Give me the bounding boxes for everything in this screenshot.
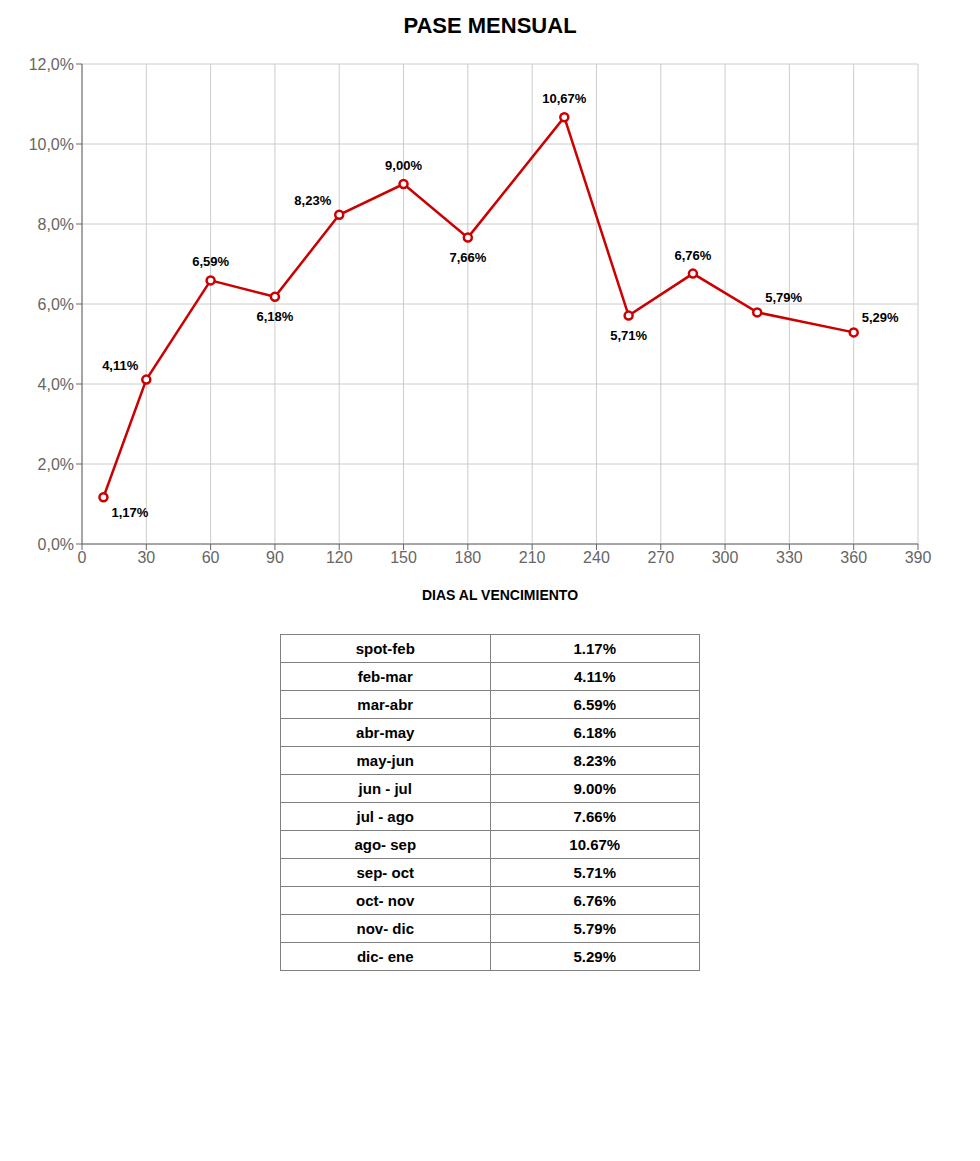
html-text:jun - jul: jun - jul <box>358 780 412 797</box>
html-text:nov- dic: nov- dic <box>356 920 414 937</box>
html-text:5.71%: 5.71% <box>573 864 616 881</box>
svg-text:180: 180 <box>454 549 481 566</box>
svg-text:6,59%: 6,59% <box>192 254 229 269</box>
svg-text:90: 90 <box>266 549 284 566</box>
html-text:jul - ago: jul - ago <box>356 808 414 825</box>
html-text:PASE MENSUAL: PASE MENSUAL <box>403 13 577 38</box>
html-text:5.79%: 5.79% <box>573 920 616 937</box>
svg-text:9,00%: 9,00% <box>385 158 422 173</box>
svg-text:300: 300 <box>712 549 739 566</box>
html-text:6.76%: 6.76% <box>573 892 616 909</box>
html-text:10.67%: 10.67% <box>569 836 621 853</box>
svg-text:6,18%: 6,18% <box>256 309 293 324</box>
svg-text:30: 30 <box>137 549 155 566</box>
svg-text:6,0%: 6,0% <box>38 296 74 313</box>
svg-text:0,0%: 0,0% <box>38 536 74 553</box>
html-text:6.59%: 6.59% <box>573 696 616 713</box>
svg-text:0: 0 <box>78 549 87 566</box>
html-text:5.29%: 5.29% <box>573 948 616 965</box>
html-text:mar-abr: mar-abr <box>357 696 414 713</box>
html-text:abr-may: abr-may <box>356 724 415 741</box>
svg-text:390: 390 <box>905 549 932 566</box>
svg-text:330: 330 <box>776 549 803 566</box>
svg-text:DIAS AL VENCIMIENTO: DIAS AL VENCIMIENTO <box>422 587 578 603</box>
html-text:sep- oct: sep- oct <box>356 864 414 881</box>
html-text:6.18%: 6.18% <box>573 724 616 741</box>
svg-text:8,23%: 8,23% <box>294 193 331 208</box>
svg-text:10,0%: 10,0% <box>29 136 74 153</box>
svg-text:8,0%: 8,0% <box>38 216 74 233</box>
svg-text:12,0%: 12,0% <box>29 56 74 73</box>
svg-text:5,29%: 5,29% <box>862 310 899 325</box>
svg-text:6,76%: 6,76% <box>674 248 711 263</box>
svg-text:270: 270 <box>647 549 674 566</box>
html-text:ago- sep: ago- sep <box>354 836 417 853</box>
html-text:9.00%: 9.00% <box>573 780 616 797</box>
svg-text:240: 240 <box>583 549 610 566</box>
svg-text:2,0%: 2,0% <box>38 456 74 473</box>
svg-text:150: 150 <box>390 549 417 566</box>
svg-text:4,0%: 4,0% <box>38 376 74 393</box>
svg-text:7,66%: 7,66% <box>449 250 486 265</box>
svg-text:360: 360 <box>840 549 867 566</box>
svg-text:210: 210 <box>519 549 546 566</box>
svg-text:5,79%: 5,79% <box>765 290 802 305</box>
html-text:4.11%: 4.11% <box>573 668 616 685</box>
html-text:oct- nov: oct- nov <box>356 892 415 909</box>
html-text:dic- ene: dic- ene <box>356 948 414 965</box>
html-text:spot-feb: spot-feb <box>355 640 415 657</box>
html-text:8.23%: 8.23% <box>573 752 616 769</box>
svg-text:5,71%: 5,71% <box>610 328 647 343</box>
html-text:1.17%: 1.17% <box>573 640 616 657</box>
svg-text:4,11%: 4,11% <box>102 358 139 373</box>
svg-text:60: 60 <box>202 549 220 566</box>
html-text:7.66%: 7.66% <box>573 808 616 825</box>
svg-text:1,17%: 1,17% <box>111 505 148 520</box>
svg-text:120: 120 <box>326 549 353 566</box>
html-text:feb-mar: feb-mar <box>357 668 413 685</box>
svg-text:10,67%: 10,67% <box>542 91 587 106</box>
html-text:may-jun: may-jun <box>356 752 414 769</box>
